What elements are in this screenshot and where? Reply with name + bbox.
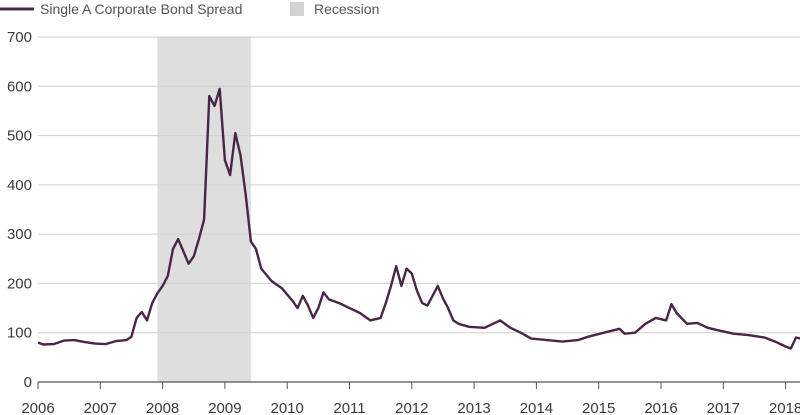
y-tick-label-100: 100 xyxy=(7,325,32,342)
x-tick-label-2014: 2014 xyxy=(520,400,553,415)
legend-recession-swatch xyxy=(290,2,304,16)
y-tick-label-300: 300 xyxy=(7,226,32,243)
x-tick-label-2008: 2008 xyxy=(146,400,179,415)
x-tick-label-2010: 2010 xyxy=(271,400,304,415)
x-tick-label-2009: 2009 xyxy=(208,400,241,415)
y-tick-label-400: 400 xyxy=(7,177,32,194)
y-tick-label-700: 700 xyxy=(7,29,32,46)
y-tick-label-0: 0 xyxy=(24,374,32,391)
legend: Single A Corporate Bond Spread Recession xyxy=(0,1,379,17)
series-line-0 xyxy=(38,87,800,350)
y-tick-label-200: 200 xyxy=(7,275,32,292)
y-tick-label-600: 600 xyxy=(7,78,32,95)
x-tick-label-2013: 2013 xyxy=(457,400,490,415)
legend-recession-label: Recession xyxy=(314,1,379,17)
x-tick-label-2007: 2007 xyxy=(84,400,117,415)
x-tick-label-2018: 2018 xyxy=(769,400,800,415)
x-tick-label-2012: 2012 xyxy=(395,400,428,415)
x-tick-label-2011: 2011 xyxy=(333,400,365,415)
x-tick-label-2017: 2017 xyxy=(707,400,740,415)
x-tick-label-2015: 2015 xyxy=(582,400,615,415)
x-tick-label-2006: 2006 xyxy=(21,400,54,415)
legend-series-label: Single A Corporate Bond Spread xyxy=(40,1,242,17)
x-tick-label-2016: 2016 xyxy=(644,400,677,415)
y-tick-label-500: 500 xyxy=(7,128,32,145)
